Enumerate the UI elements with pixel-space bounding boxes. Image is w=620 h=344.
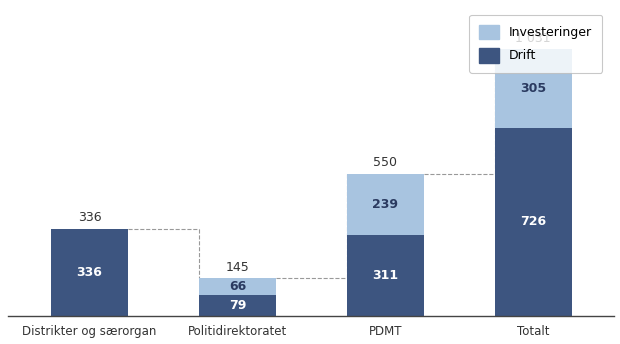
Text: 239: 239 [372,198,398,211]
Bar [199,278,276,295]
Text: 336: 336 [78,211,102,224]
Bar [199,295,276,316]
Text: 311: 311 [372,269,398,282]
Text: 145: 145 [226,261,249,273]
Text: 726: 726 [520,215,546,228]
Bar [495,128,572,316]
Text: 79: 79 [229,299,246,312]
Legend: Investeringer, Drift: Investeringer, Drift [469,15,602,73]
Bar [347,235,423,316]
Bar [51,229,128,316]
Text: 305: 305 [520,82,546,95]
Text: 66: 66 [229,280,246,293]
Bar [495,49,572,128]
Text: 550: 550 [373,156,397,169]
Bar [347,174,423,235]
Text: 336: 336 [77,266,102,279]
Text: 1 031: 1 031 [515,32,551,45]
